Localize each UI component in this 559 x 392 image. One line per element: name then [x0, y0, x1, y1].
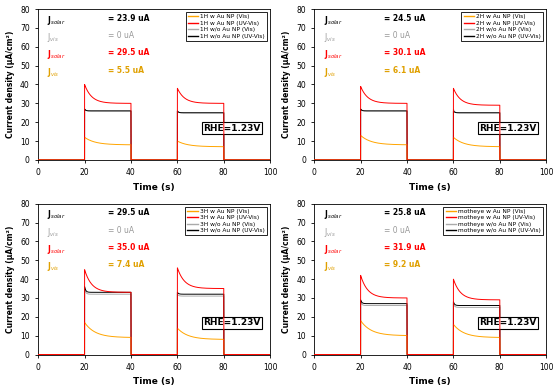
Text: J$_{vis}$: J$_{vis}$	[48, 225, 59, 239]
Text: = 29.5 uA: = 29.5 uA	[108, 48, 149, 57]
X-axis label: Time (s): Time (s)	[409, 183, 451, 192]
Y-axis label: Current density (μA/cm²): Current density (μA/cm²)	[6, 225, 15, 333]
Legend: 3H w Au NP (Vis), 3H w Au NP (UV-Vis), 3H w/o Au NP (Vis), 3H w/o Au NP (UV-Vis): 3H w Au NP (Vis), 3H w Au NP (UV-Vis), 3…	[186, 207, 267, 235]
X-axis label: Time (s): Time (s)	[134, 377, 175, 387]
Text: = 29.5 uA: = 29.5 uA	[108, 208, 149, 217]
Text: J$_{solar}$: J$_{solar}$	[48, 243, 66, 256]
Text: J$_{vis}$: J$_{vis}$	[48, 260, 60, 273]
Text: = 0 uA: = 0 uA	[108, 225, 134, 234]
Y-axis label: Current density (μA/cm²): Current density (μA/cm²)	[282, 31, 291, 138]
Text: RHE=1.23V: RHE=1.23V	[480, 318, 537, 327]
Text: RHE=1.23V: RHE=1.23V	[480, 124, 537, 133]
Text: = 23.9 uA: = 23.9 uA	[108, 14, 149, 23]
Text: = 6.1 uA: = 6.1 uA	[384, 65, 420, 74]
Text: J$_{vis}$: J$_{vis}$	[324, 65, 336, 79]
Y-axis label: Current density (μA/cm²): Current density (μA/cm²)	[282, 225, 291, 333]
Text: J$_{solar}$: J$_{solar}$	[48, 48, 66, 61]
Text: = 9.2 uA: = 9.2 uA	[384, 260, 420, 269]
Text: J$_{solar}$: J$_{solar}$	[324, 14, 342, 27]
Text: = 0 uA: = 0 uA	[384, 31, 410, 40]
Text: = 35.0 uA: = 35.0 uA	[108, 243, 149, 252]
Text: J$_{vis}$: J$_{vis}$	[324, 260, 336, 273]
Legend: 2H w Au NP (Vis), 2H w Au NP (UV-Vis), 2H w/o Au NP (Vis), 2H w/o Au NP (UV-Vis): 2H w Au NP (Vis), 2H w Au NP (UV-Vis), 2…	[462, 12, 543, 41]
Text: = 0 uA: = 0 uA	[108, 31, 134, 40]
Text: J$_{vis}$: J$_{vis}$	[324, 31, 335, 44]
Text: = 31.9 uA: = 31.9 uA	[384, 243, 425, 252]
Text: J$_{vis}$: J$_{vis}$	[48, 65, 60, 79]
Text: RHE=1.23V: RHE=1.23V	[203, 318, 261, 327]
X-axis label: Time (s): Time (s)	[134, 183, 175, 192]
Text: = 5.5 uA: = 5.5 uA	[108, 65, 144, 74]
Legend: 1H w Au NP (Vis), 1H w Au NP (UV-Vis), 1H w/o Au NP (Vis), 1H w/o Au NP (UV-Vis): 1H w Au NP (Vis), 1H w Au NP (UV-Vis), 1…	[186, 12, 267, 41]
Text: J$_{vis}$: J$_{vis}$	[48, 31, 59, 44]
Legend: motheye w Au NP (Vis), motheye w Au NP (UV-Vis), motheye w/o Au NP (Vis), mothey: motheye w Au NP (Vis), motheye w Au NP (…	[443, 207, 543, 235]
Text: = 25.8 uA: = 25.8 uA	[384, 208, 425, 217]
Text: = 30.1 uA: = 30.1 uA	[384, 48, 425, 57]
Text: J$_{vis}$: J$_{vis}$	[324, 225, 335, 239]
Text: = 0 uA: = 0 uA	[384, 225, 410, 234]
Text: J$_{solar}$: J$_{solar}$	[324, 48, 342, 61]
Text: J$_{solar}$: J$_{solar}$	[48, 208, 66, 221]
Text: J$_{solar}$: J$_{solar}$	[48, 14, 66, 27]
Text: J$_{solar}$: J$_{solar}$	[324, 243, 342, 256]
Text: RHE=1.23V: RHE=1.23V	[203, 124, 261, 133]
Text: = 24.5 uA: = 24.5 uA	[384, 14, 425, 23]
X-axis label: Time (s): Time (s)	[409, 377, 451, 387]
Text: = 7.4 uA: = 7.4 uA	[108, 260, 144, 269]
Y-axis label: Current density (μA/cm²): Current density (μA/cm²)	[6, 31, 15, 138]
Text: J$_{solar}$: J$_{solar}$	[324, 208, 342, 221]
